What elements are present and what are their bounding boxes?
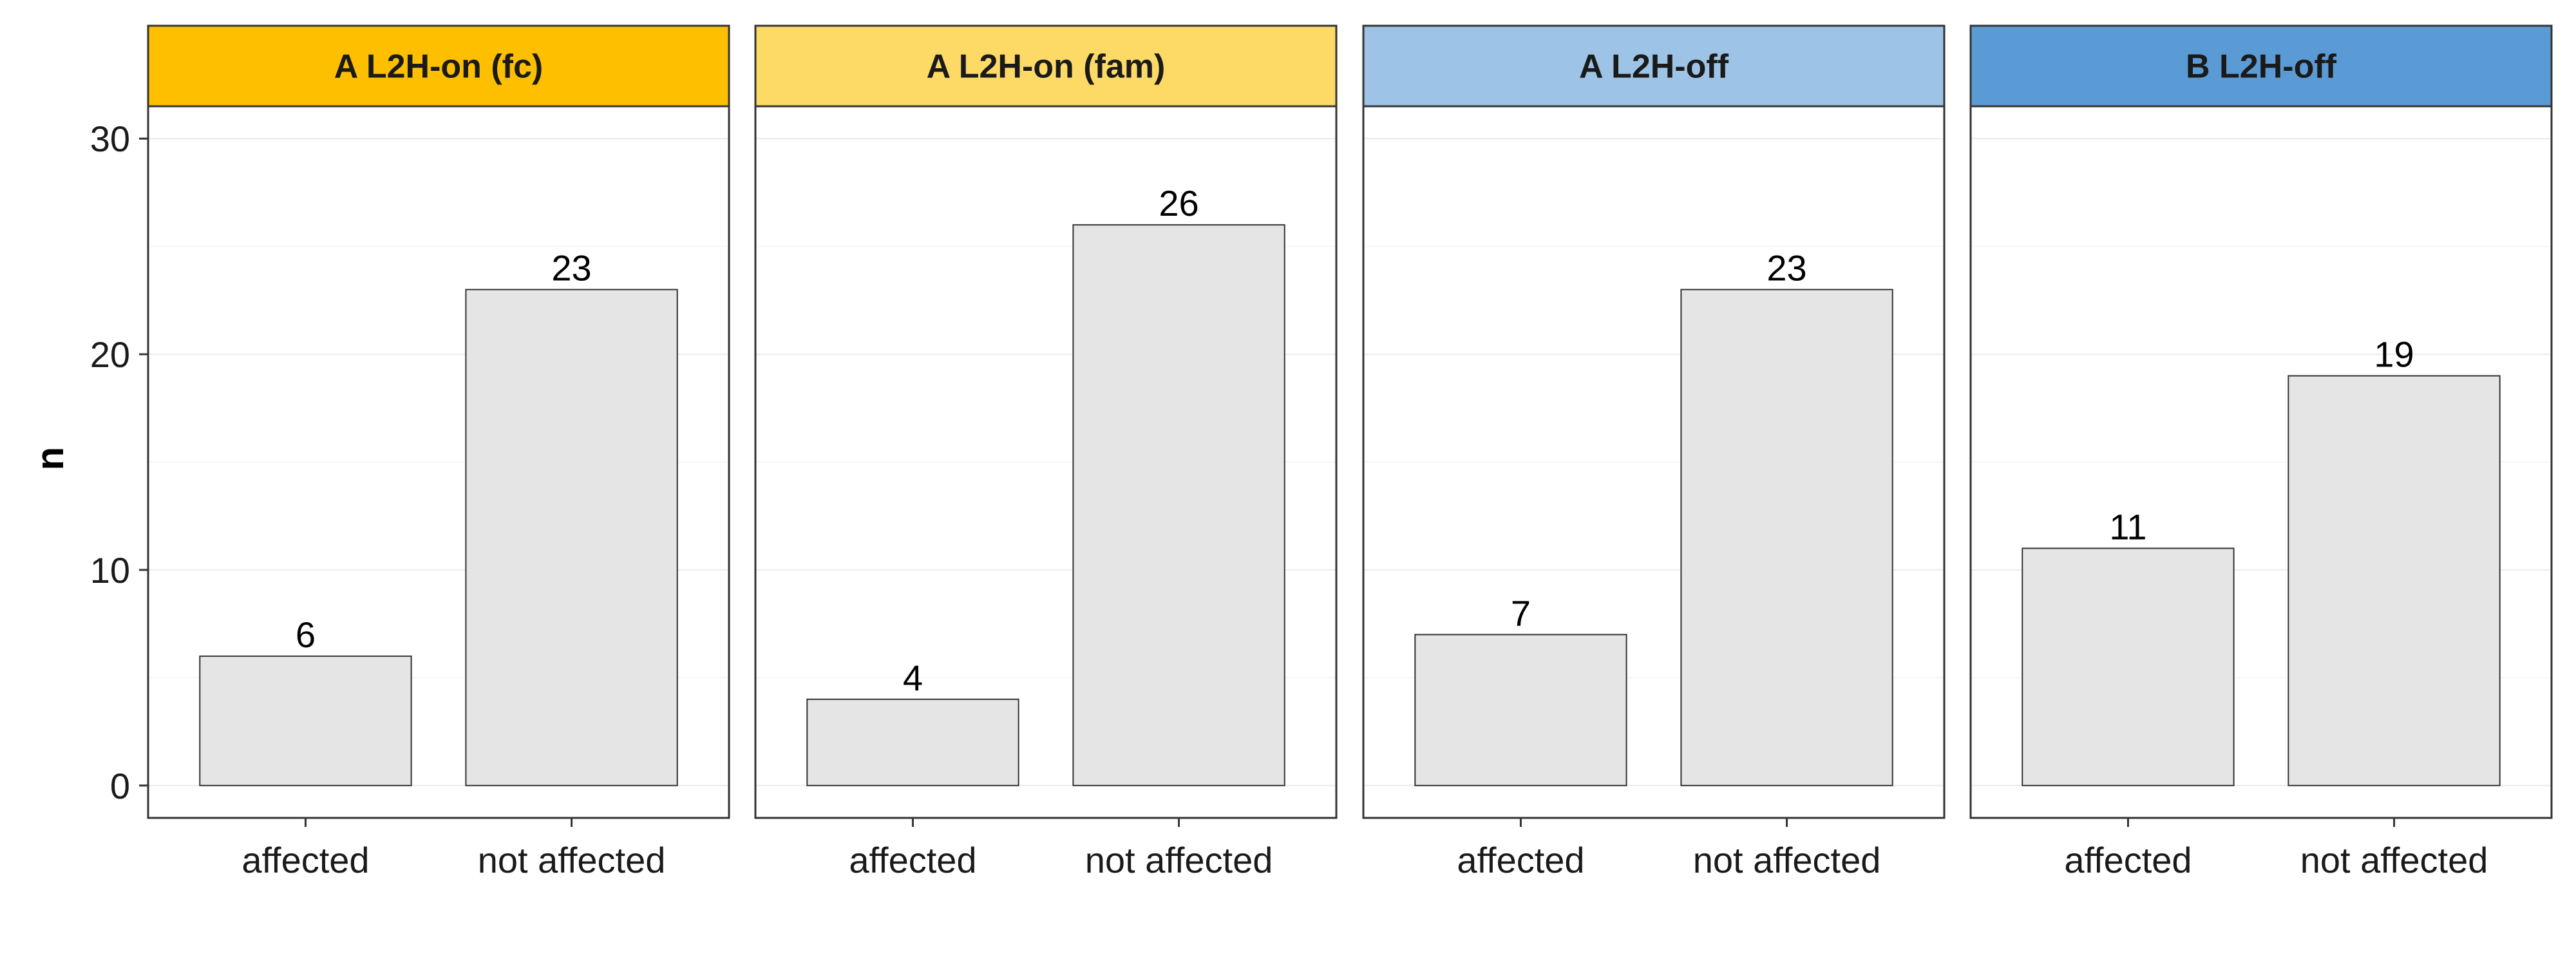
facet-strip-label: A L2H-on (fam) — [927, 48, 1166, 86]
x-tick-label: affected — [2064, 840, 2192, 880]
x-tick-label: not affected — [1693, 840, 1881, 880]
x-tick-label: affected — [849, 840, 976, 880]
facet-strip-label: B L2H-off — [2186, 48, 2337, 86]
bar-value-label: 19 — [2374, 334, 2414, 375]
bar-value-label: 23 — [1766, 248, 1806, 289]
facet-panel: 6 23 A L2H-on (fc) — [147, 24, 730, 819]
facet-panel: 4 26 A L2H-on (fam) — [754, 24, 1338, 819]
panel-layer: 6 23 A L2H-on (fc) 4 26 A L2H-on (fam) 7 23 A L2… — [147, 24, 2553, 819]
bar-value-label: 26 — [1159, 183, 1198, 223]
facet-strip-label: A L2H-off — [1579, 48, 1729, 86]
x-tick-label: affected — [242, 840, 369, 880]
axis-layer: affected not affected affected not affected… — [90, 118, 2488, 880]
bar-value-label: 11 — [2109, 506, 2146, 547]
bar — [1414, 634, 1627, 786]
x-tick-label: not affected — [478, 840, 666, 880]
y-tick-label: 30 — [90, 118, 130, 159]
facet-strip — [1969, 24, 2553, 108]
bar — [1680, 289, 1893, 786]
y-tick-label: 10 — [90, 550, 130, 591]
x-tick-label: not affected — [1085, 840, 1273, 880]
bar-value-label: 6 — [296, 614, 316, 655]
facet-strip-label: A L2H-on (fc) — [334, 48, 543, 86]
bar-value-label: 23 — [551, 248, 591, 289]
bar-value-label: 4 — [903, 658, 923, 698]
facet-strip — [147, 24, 730, 108]
bar — [1072, 224, 1285, 786]
bar — [465, 289, 678, 786]
bar — [199, 655, 412, 786]
facet-strip — [1362, 24, 1946, 108]
bar — [2022, 547, 2235, 786]
x-tick-label: not affected — [2300, 840, 2488, 880]
facet-panel: 7 23 A L2H-off — [1362, 24, 1946, 819]
y-tick-label: 0 — [110, 766, 130, 806]
bar-value-label: 7 — [1511, 592, 1531, 633]
y-axis-title: n — [28, 447, 71, 471]
x-tick-label: affected — [1457, 840, 1584, 880]
facet-panel: 11 19 B L2H-off — [1969, 24, 2553, 819]
bar — [806, 698, 1019, 786]
y-tick-label: 20 — [90, 334, 130, 375]
facet-strip — [754, 24, 1338, 108]
bar — [2287, 375, 2501, 786]
